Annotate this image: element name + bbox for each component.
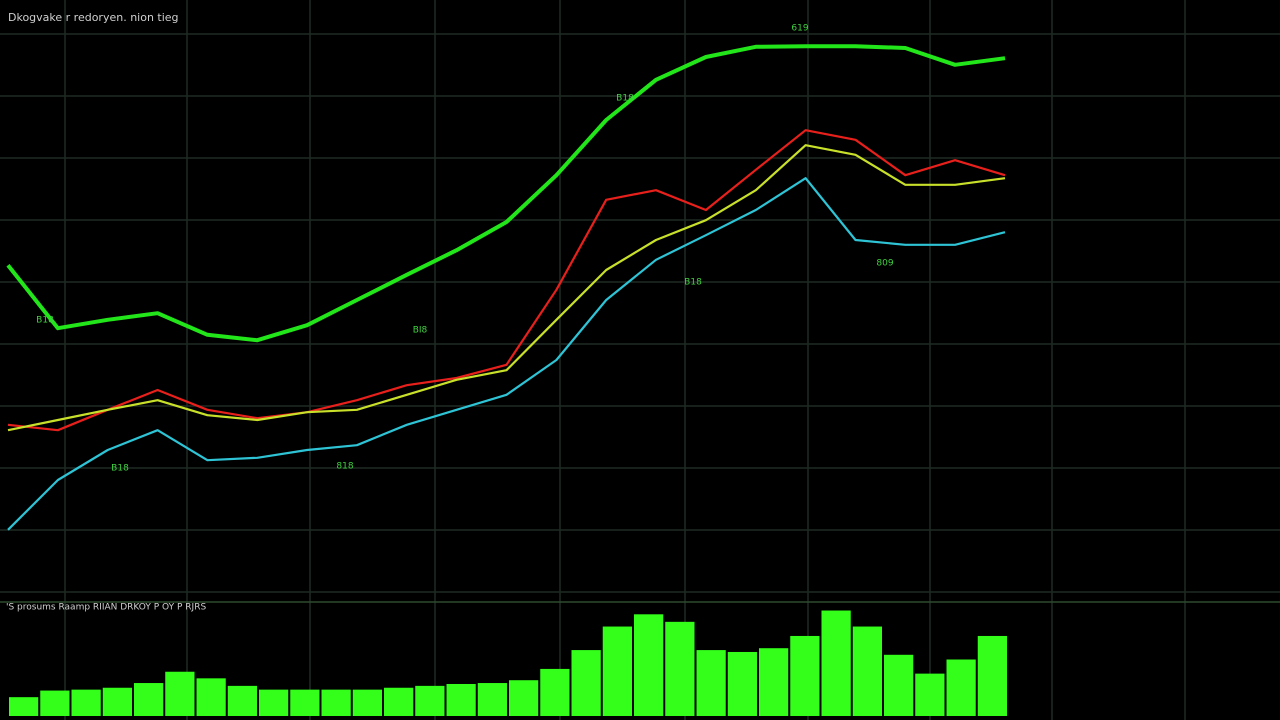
volume-bar [727,651,757,716]
volume-bar [321,689,351,716]
volume-bar [509,680,539,716]
volume-bar [977,635,1007,716]
annotation: B18 [36,316,54,326]
volume-bar [852,626,882,716]
annotation: BI8 [413,326,428,336]
volume-bar [884,654,914,716]
volume-bar [134,683,164,716]
volume-bar [384,687,414,716]
volume-bar [696,650,726,716]
annotation: B18 [111,464,129,474]
volume-bar [9,697,39,716]
series-line [6,44,1006,343]
volume-title: 'S prosums Raamp RIIAN DRKOY P OY P RJRS [6,603,206,613]
volume-bar [227,685,257,716]
annotation: 619 [791,24,808,34]
volume-bar [602,626,632,716]
volume-bar [477,683,507,716]
series-line [7,129,1006,432]
series-line [7,177,1006,531]
annotation: B18 [616,94,634,104]
chart-title: Dkogvake r redoryen. nion tieg [8,11,179,24]
volume-bar [290,689,320,716]
volume-bar [665,621,695,716]
volume-bar [259,689,289,716]
volume-bar [571,650,601,716]
volume-bar [40,690,70,716]
volume-bar [946,659,976,716]
volume-bar [352,689,382,716]
volume-bar [759,648,789,716]
volume-bar [71,689,101,716]
volume-bar [821,610,851,716]
volume-bar [165,671,195,716]
volume-bar [915,673,945,716]
volume-bar [446,683,476,716]
annotation: B18 [684,278,702,288]
series-line [7,144,1006,432]
volume-bar [540,668,570,716]
volume-bar [415,685,445,716]
annotation: 818 [336,462,353,472]
volume-bar [196,678,226,716]
volume-bar [790,635,820,716]
volume-bar [102,687,132,716]
volume-bar [634,614,664,716]
annotation: 809 [876,259,893,269]
